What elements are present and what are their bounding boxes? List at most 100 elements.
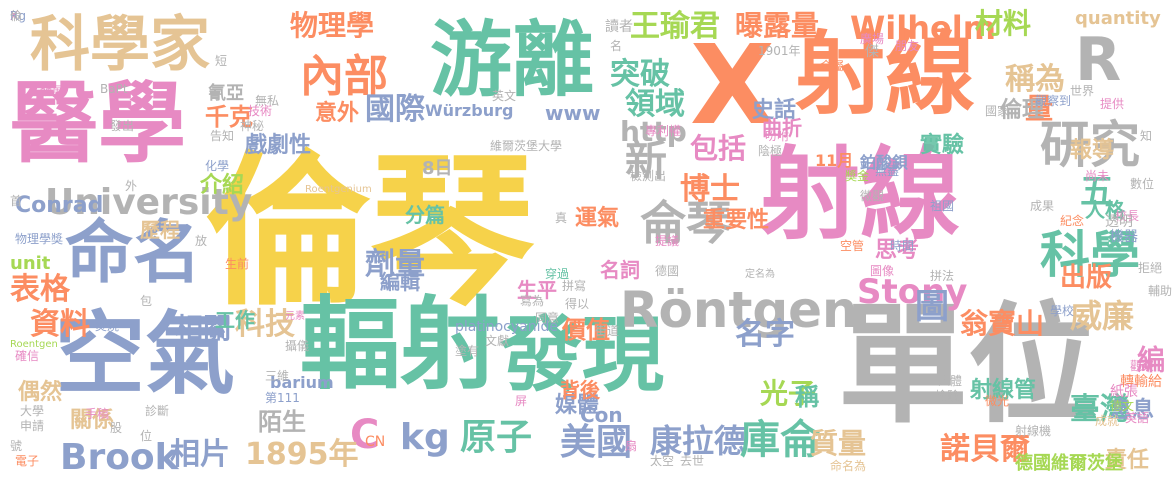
cloud-word: 穿過: [545, 267, 570, 281]
cloud-word: 真: [555, 211, 568, 225]
cloud-word: 質量: [810, 427, 867, 460]
cloud-word: 命名: [65, 214, 202, 293]
cloud-word: 相片: [170, 437, 230, 472]
cloud-word: 成就: [1095, 414, 1120, 428]
cloud-word: 單位: [838, 289, 1099, 441]
cloud-word: 扇: [625, 439, 638, 453]
cloud-word: 診斷: [145, 404, 170, 418]
cloud-word: 空管: [840, 239, 865, 253]
cloud-word: 名詞: [600, 258, 640, 282]
cloud-word: barium: [270, 373, 334, 392]
cloud-word: 德國: [655, 264, 680, 278]
cloud-word: 游離: [430, 13, 595, 108]
cloud-word: 金屬: [820, 59, 845, 73]
cloud-word: 生平: [517, 278, 557, 302]
cloud-word: 8日: [422, 158, 453, 179]
cloud-word: 街道: [595, 324, 620, 338]
cloud-word: 成果: [1030, 199, 1055, 213]
cloud-word: 發現: [500, 308, 665, 403]
cloud-word: 英文: [492, 89, 517, 103]
cloud-word: 大學: [20, 404, 45, 418]
cloud-word: 研究: [1040, 116, 1140, 174]
cloud-word: 發出: [110, 119, 135, 133]
cloud-word: 博士: [680, 172, 740, 207]
cloud-word: 臺灣: [1070, 392, 1130, 427]
cloud-word: 觀察: [1130, 359, 1155, 373]
cloud-word: 編: [1133, 345, 1166, 373]
cloud-word: 王瑜君: [630, 9, 720, 44]
cloud-word: 11月: [815, 151, 854, 170]
cloud-word: 機器: [1110, 229, 1138, 245]
cloud-word: 透明: [1105, 214, 1133, 230]
cloud-word: 氰亞: [208, 83, 244, 104]
cloud-word: X: [10, 9, 19, 23]
cloud-word: Con: [580, 403, 623, 427]
cloud-word: 工作: [215, 308, 255, 332]
cloud-word: 三維: [265, 369, 290, 383]
cloud-word: 諾貝爾: [940, 432, 1030, 467]
cloud-word: 定名為: [745, 269, 775, 280]
cloud-word: 倫琴: [205, 136, 535, 328]
cloud-word: 介紹: [200, 173, 245, 198]
cloud-word: 文獻: [485, 334, 510, 348]
cloud-word: 短: [215, 54, 228, 68]
cloud-word: 獎金: [845, 169, 870, 183]
cloud-word: Würzburg: [425, 101, 514, 120]
cloud-word: 德國維爾茨堡: [1015, 453, 1123, 474]
cloud-word: 包: [140, 294, 153, 308]
cloud-word: 1901年: [758, 44, 801, 58]
cloud-word: 戲劇性: [245, 133, 312, 158]
cloud-word: 德文: [1110, 399, 1135, 413]
cloud-word: 焚燒: [95, 319, 120, 333]
cloud-word: quantity: [1075, 8, 1161, 29]
cloud-word: Roentgenium: [305, 184, 372, 195]
cloud-word: 太空: [650, 454, 675, 468]
cloud-word: C: [350, 412, 380, 458]
cloud-word: 稱: [795, 383, 819, 411]
cloud-word: 物理學獎: [15, 232, 64, 246]
cloud-word: 原子: [460, 417, 533, 458]
cloud-word: 光子: [760, 377, 817, 410]
cloud-word: 得以: [565, 297, 590, 311]
cloud-word: 新: [625, 136, 668, 185]
cloud-word: 輔助: [1147, 284, 1172, 298]
cloud-word: Roentgen: [10, 339, 58, 350]
cloud-word: 專利權: [645, 124, 682, 138]
cloud-word: 射線管: [970, 378, 1037, 403]
cloud-word: 屏: [515, 394, 528, 408]
cloud-word: 突破: [610, 57, 670, 92]
cloud-word: 確信: [15, 349, 40, 363]
cloud-word: 技術: [248, 104, 273, 118]
cloud-word: 康拉德: [650, 422, 747, 460]
cloud-word: 庫侖: [740, 417, 820, 463]
cloud-word: 表格: [10, 272, 70, 307]
cloud-word: 劑量: [365, 247, 425, 282]
cloud-word: 知: [1140, 129, 1153, 143]
cloud-word: 稱為: [1005, 62, 1065, 97]
cloud-word: 申請: [20, 419, 45, 433]
cloud-word: 材料: [975, 7, 1032, 40]
cloud-word: 射線機: [1015, 424, 1052, 438]
cloud-word: 陌生: [258, 408, 306, 436]
cloud-word: 空氣: [55, 302, 235, 407]
cloud-word: 五: [1080, 172, 1114, 212]
cloud-word: 尚未: [1085, 169, 1110, 183]
cloud-word: 媒體: [555, 393, 600, 418]
cloud-word: 資料: [30, 307, 90, 342]
cloud-word: Stony: [857, 272, 968, 312]
cloud-word: X: [690, 21, 775, 149]
cloud-word: 倫理: [1000, 98, 1045, 123]
cloud-word: 寫為: [520, 294, 545, 308]
cloud-word: 第111: [265, 391, 300, 405]
cloud-word: 世界: [1070, 84, 1095, 98]
cloud-word: R: [1075, 25, 1122, 95]
cloud-word: 出版: [1060, 263, 1113, 293]
cloud-word: 放: [195, 234, 208, 248]
cloud-word: 廣場: [860, 32, 885, 46]
cloud-word: 塗有: [455, 344, 480, 358]
cloud-word: 微觀: [860, 189, 885, 203]
cloud-word: 相關: [175, 312, 232, 345]
cloud-word: University: [45, 182, 253, 223]
cloud-word: 醫學: [10, 72, 187, 175]
cloud-word: 觀察到: [1035, 94, 1072, 108]
